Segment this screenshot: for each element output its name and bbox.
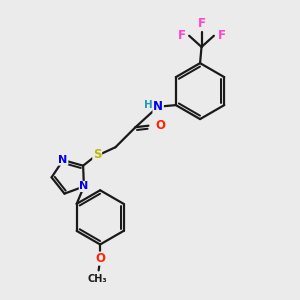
Text: F: F: [218, 29, 225, 42]
Text: S: S: [93, 148, 101, 161]
Text: O: O: [95, 252, 105, 265]
Text: H: H: [143, 100, 152, 110]
Text: F: F: [197, 16, 206, 30]
Text: N: N: [153, 100, 163, 113]
Text: CH₃: CH₃: [87, 274, 107, 284]
Text: O: O: [155, 119, 165, 132]
Text: N: N: [79, 182, 88, 191]
Text: F: F: [178, 29, 186, 42]
Text: N: N: [58, 155, 68, 165]
